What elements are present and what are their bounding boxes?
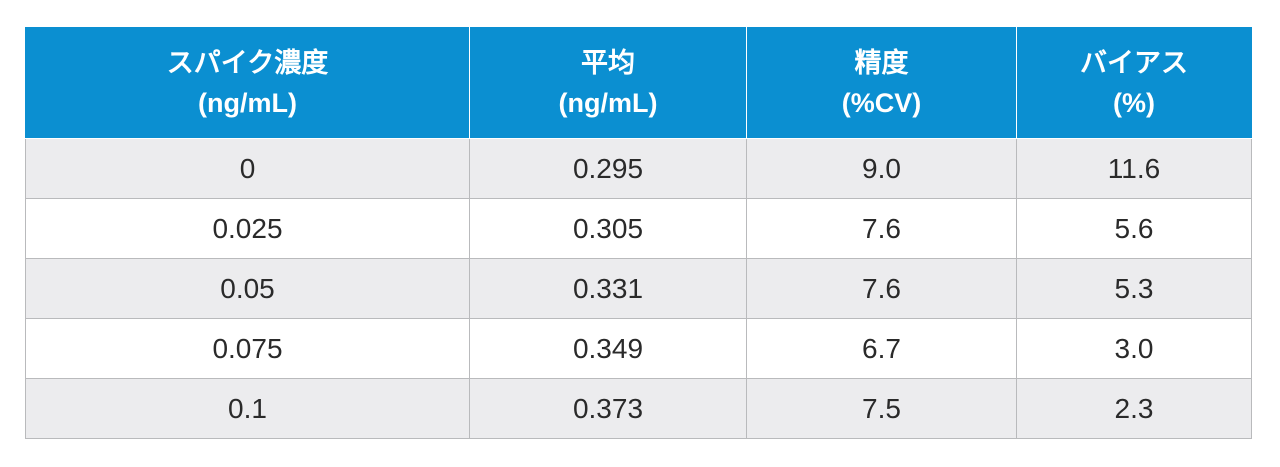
header-cell: スパイク濃度 (ng/mL) <box>25 27 470 139</box>
table-cell: 7.6 <box>746 198 1017 259</box>
table-cell: 11.6 <box>1016 138 1252 199</box>
table-cell: 2.3 <box>1016 378 1252 439</box>
header-text: 精度 <box>854 48 909 78</box>
table-cell: 6.7 <box>746 318 1017 379</box>
header-text: (ng/mL) <box>558 88 658 118</box>
data-table: スパイク濃度 (ng/mL) 平均 (ng/mL) 精度 (%CV) バイアス (%) 0 0.… <box>25 27 1252 439</box>
table-cell: 0.305 <box>469 198 747 259</box>
table-row: 0.05 0.331 7.6 5.3 <box>25 258 1252 319</box>
table-cell: 5.3 <box>1016 258 1252 319</box>
header-text: スパイク濃度 <box>166 48 329 78</box>
table-cell: 0.331 <box>469 258 747 319</box>
table-cell: 0.295 <box>469 138 747 199</box>
table-cell: 0.05 <box>25 258 470 319</box>
table-row: 0 0.295 9.0 11.6 <box>25 138 1252 199</box>
header-text: バイアス <box>1080 48 1188 78</box>
table-cell: 0.025 <box>25 198 470 259</box>
table-cell: 0.075 <box>25 318 470 379</box>
table-cell: 7.6 <box>746 258 1017 319</box>
header-text: 平均 <box>581 48 635 78</box>
table-body: 0 0.295 9.0 11.6 0.025 0.305 7.6 5.6 0.05 0.331 7.… <box>25 138 1252 439</box>
header-text: (ng/mL) <box>198 88 297 118</box>
table-cell: 3.0 <box>1016 318 1252 379</box>
header-cell: 平均 (ng/mL) <box>469 27 747 139</box>
table-row: 0.025 0.305 7.6 5.6 <box>25 198 1252 259</box>
table-cell: 0.349 <box>469 318 747 379</box>
header-text: (%CV) <box>841 88 922 118</box>
table-cell: 0.1 <box>25 378 470 439</box>
table-cell: 0 <box>25 138 470 199</box>
header-text: (%) <box>1113 88 1155 118</box>
table-row: 0.075 0.349 6.7 3.0 <box>25 318 1252 379</box>
table-cell: 7.5 <box>746 378 1017 439</box>
header-cell: 精度 (%CV) <box>746 27 1017 139</box>
table-cell: 5.6 <box>1016 198 1252 259</box>
table-cell: 9.0 <box>746 138 1017 199</box>
header-row: スパイク濃度 (ng/mL) 平均 (ng/mL) 精度 (%CV) バイアス (%) <box>25 27 1252 139</box>
table-cell: 0.373 <box>469 378 747 439</box>
header-cell: バイアス (%) <box>1016 27 1252 139</box>
table-row: 0.1 0.373 7.5 2.3 <box>25 378 1252 439</box>
